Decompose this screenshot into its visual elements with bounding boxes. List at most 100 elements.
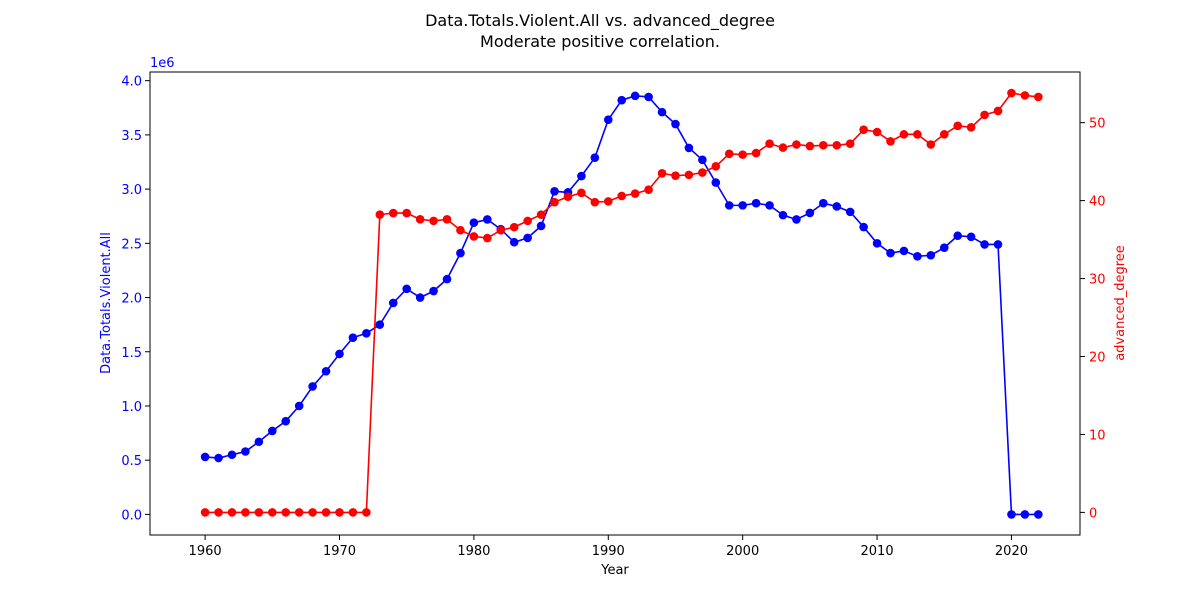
data-point-left — [993, 240, 1003, 249]
data-point-right — [536, 210, 546, 219]
data-point-left — [778, 210, 788, 220]
data-point-right — [832, 140, 842, 150]
data-point-right — [913, 130, 922, 139]
data-point-left — [805, 208, 815, 218]
data-point-left — [872, 239, 882, 248]
data-point-right — [442, 215, 452, 224]
data-point-right — [402, 208, 411, 218]
data-point-right — [724, 149, 734, 159]
data-point-left — [1034, 510, 1043, 519]
x-axis-label: Year — [600, 563, 629, 578]
right-tick-label: 30 — [1089, 273, 1106, 288]
data-point-right — [388, 208, 398, 218]
left-tick-label: 1.0 — [121, 400, 142, 415]
data-point-right — [200, 508, 210, 517]
right-tick-label: 0 — [1089, 506, 1097, 521]
data-point-right — [429, 216, 438, 226]
data-point-left — [953, 231, 963, 241]
data-point-left — [402, 284, 411, 294]
left-tick-label: 2.0 — [121, 292, 142, 307]
data-point-right — [348, 508, 358, 517]
data-point-right — [590, 197, 600, 207]
data-point-left — [267, 426, 277, 436]
data-point-left — [483, 215, 492, 224]
data-point-right — [738, 150, 747, 159]
data-point-left — [308, 382, 317, 391]
data-point-right — [483, 233, 492, 243]
series-line-right — [205, 92, 1039, 514]
x-tick-label: 2000 — [726, 544, 759, 559]
data-point-left — [294, 401, 304, 411]
data-point-right — [335, 508, 344, 517]
data-point-right — [671, 171, 680, 180]
data-point-left — [456, 248, 465, 258]
data-point-right — [456, 225, 465, 235]
data-point-right — [778, 143, 788, 152]
right-tick-label: 20 — [1089, 351, 1106, 366]
data-point-left — [657, 107, 667, 117]
data-point-left — [429, 286, 438, 296]
data-point-right — [509, 222, 519, 232]
data-point-right — [469, 232, 479, 241]
data-point-left — [845, 207, 855, 217]
left-tick-label: 1.5 — [121, 346, 142, 361]
data-point-right — [899, 130, 909, 139]
left-axis-label: Data.Totals.Violent.All — [99, 232, 114, 374]
data-point-right — [375, 210, 385, 219]
data-point-left — [644, 92, 653, 102]
right-tick-label: 10 — [1089, 428, 1106, 443]
data-point-left — [523, 233, 532, 243]
left-tick-label: 2.5 — [121, 237, 142, 252]
data-point-right — [617, 191, 627, 201]
data-point-left — [913, 252, 922, 261]
data-point-right — [953, 121, 963, 131]
x-axis-ticks: 1960 1970 1980 1990 2000 2010 2020 — [189, 535, 1028, 559]
data-point-left — [966, 232, 976, 242]
data-point-right — [415, 215, 425, 224]
data-point-left — [590, 153, 600, 162]
data-point-right — [281, 508, 291, 517]
data-point-left — [281, 416, 291, 426]
data-point-left — [375, 320, 385, 329]
x-tick-label: 2010 — [861, 544, 894, 559]
right-axis-label: advanced_degree — [1113, 245, 1128, 361]
data-point-right — [563, 192, 573, 202]
data-point-right — [711, 162, 721, 171]
data-point-left — [711, 178, 721, 187]
left-axis-offset-label: 1e6 — [150, 56, 175, 71]
data-point-left — [939, 243, 949, 252]
data-point-left — [819, 198, 828, 208]
data-point-right — [993, 106, 1003, 116]
data-point-left — [832, 202, 842, 211]
data-point-left — [980, 240, 989, 249]
x-tick-label: 1990 — [592, 544, 625, 559]
data-point-left — [886, 248, 895, 258]
data-point-right — [819, 140, 828, 150]
data-point-left — [1007, 510, 1016, 519]
data-point-right — [550, 197, 559, 207]
data-point-left — [577, 171, 586, 181]
data-point-left — [671, 119, 680, 129]
data-point-right — [1034, 92, 1043, 102]
x-tick-label: 2020 — [995, 544, 1028, 559]
data-point-right — [751, 148, 761, 158]
data-point-left — [630, 91, 640, 101]
data-point-right — [308, 508, 317, 517]
data-point-left — [254, 437, 264, 447]
left-tick-label: 3.0 — [121, 183, 142, 198]
data-point-left — [926, 250, 936, 260]
data-point-right — [872, 127, 882, 137]
data-point-left — [200, 452, 210, 462]
data-point-left — [321, 366, 331, 376]
data-point-left — [348, 333, 358, 342]
data-point-left — [362, 329, 371, 338]
right-axis-ticks: 0 10 20 30 40 50 — [1080, 117, 1106, 521]
data-point-right — [294, 508, 304, 517]
data-point-right — [523, 216, 532, 226]
data-point-left — [617, 95, 627, 105]
data-point-right — [886, 137, 895, 146]
data-point-right — [227, 508, 237, 517]
data-point-right — [1020, 91, 1030, 100]
data-point-right — [926, 140, 936, 149]
